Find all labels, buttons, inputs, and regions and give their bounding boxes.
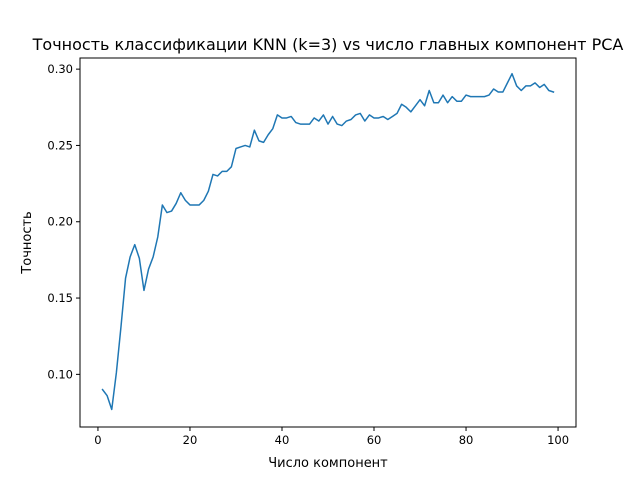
x-tick-label: 20 [183,433,198,447]
plot-frame [79,57,577,428]
y-tick-label: 0.25 [47,138,73,152]
y-tick-label: 0.10 [47,367,73,381]
series-layer [101,72,555,411]
y-axis-label: Точность [20,211,35,274]
x-tick-label: 60 [367,433,382,447]
x-axis-ticks: 0 20 40 60 80 100 [94,427,569,447]
y-tick-label: 0.15 [47,291,73,305]
y-tick-label: 0.20 [47,215,73,229]
x-tick-label: 80 [459,433,474,447]
x-tick-label: 40 [275,433,290,447]
x-tick-label: 100 [547,433,569,447]
y-tick-label: 0.30 [47,62,73,76]
x-tick-label: 0 [94,433,101,447]
chart-title: Точность классификации KNN (k=3) vs числ… [32,35,624,54]
series-line [101,72,555,411]
x-axis-label: Число компонент [268,456,388,471]
y-axis-ticks: 0.10 0.15 0.20 0.25 0.30 [47,62,80,381]
